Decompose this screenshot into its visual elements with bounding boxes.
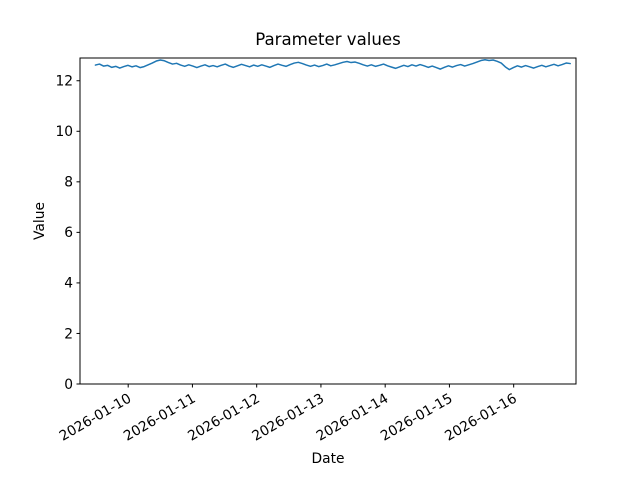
x-tick-label: 2026-01-13 (249, 391, 326, 445)
y-tick-label: 6 (64, 225, 73, 241)
x-axis: 2026-01-102026-01-112026-01-122026-01-13… (57, 384, 520, 445)
y-axis: 0 2 4 6 8 10 12 (55, 74, 80, 393)
y-tick-label: 8 (64, 175, 73, 191)
y-tick-label: 0 (64, 377, 73, 393)
chart-title: Parameter values (255, 30, 401, 49)
x-tick-label: 2026-01-15 (378, 391, 455, 445)
axes-spines (79, 57, 577, 385)
x-tick-label: 2026-01-12 (185, 391, 262, 445)
x-tick-label: 2026-01-14 (314, 391, 391, 445)
x-axis-label: Date (312, 451, 345, 467)
x-tick-label: 2026-01-16 (442, 391, 519, 445)
x-tick-label: 2026-01-10 (57, 391, 134, 445)
y-tick-label: 2 (64, 326, 73, 342)
y-tick-label: 12 (55, 74, 73, 90)
series-group (94, 59, 571, 71)
y-axis-label: Value (32, 202, 48, 240)
y-tick-label: 4 (64, 276, 73, 292)
plot-area (80, 58, 576, 384)
x-tick-label: 2026-01-11 (121, 391, 198, 445)
series-line (94, 59, 571, 71)
y-tick-label: 10 (55, 124, 73, 140)
